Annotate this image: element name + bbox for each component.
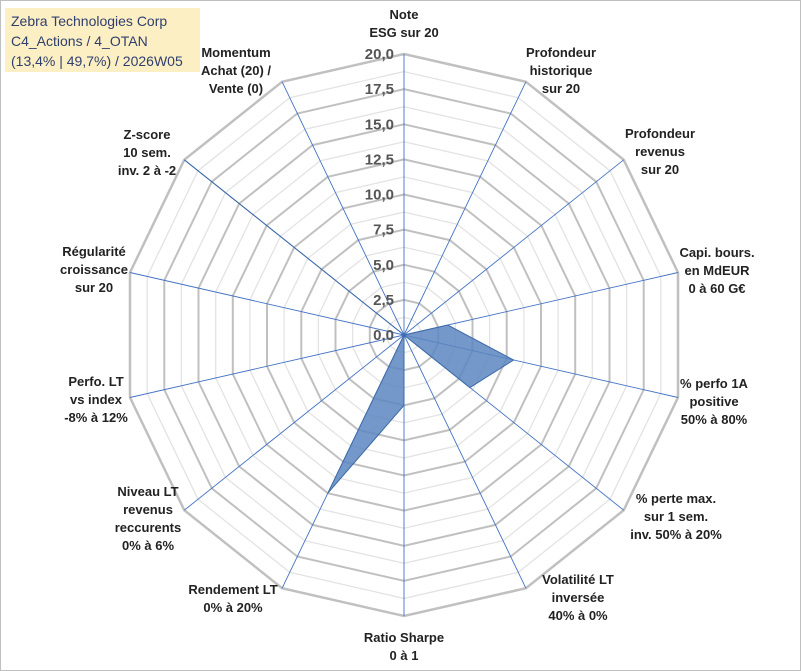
axis-label: Niveau LT revenus reccurents 0% à 6% <box>115 484 181 553</box>
tick-label: 10,0 <box>365 187 394 204</box>
axis-spoke <box>129 272 405 336</box>
axis-label: Momentum Achat (20) / Vente (0) <box>201 45 271 96</box>
axis-spoke <box>184 334 405 511</box>
axis-label: Capi. bours. en MdEUR 0 à 60 G€ <box>679 245 754 296</box>
radar-series <box>183 159 515 494</box>
tick-label: 17,5 <box>365 81 394 98</box>
axis-label: Note ESG sur 20 <box>369 7 438 40</box>
axis-label: Perfo. LT vs index -8% à 12% <box>64 374 128 425</box>
axis-labels: Note ESG sur 20 Profondeur historique sur 20… <box>60 7 755 663</box>
axis-spoke <box>403 159 624 336</box>
title-line-company: Zebra Technologies Corp <box>11 13 168 29</box>
axis-spoke <box>403 272 679 336</box>
series-area <box>183 159 515 494</box>
tick-label: 7,5 <box>373 222 394 239</box>
tick-label: 12,5 <box>365 151 394 168</box>
axis-label: Z-score 10 sem. inv. 2 à -2 <box>118 127 176 178</box>
axis-label: Ratio Sharpe 0 à 1 <box>364 630 444 663</box>
axis-label: % perfo 1A positive 50% à 80% <box>680 376 749 427</box>
axis-spoke <box>281 81 405 336</box>
axis-label: % perte max. sur 1 sem. inv. 50% à 20% <box>630 491 722 542</box>
axis-spoke <box>129 334 405 398</box>
title-line-stats: (13,4% | 49,7%) / 2026W05 <box>11 53 183 69</box>
axis-label: Profondeur revenus sur 20 <box>625 126 695 177</box>
tick-label: 20,0 <box>365 46 394 63</box>
axis-label: Rendement LT 0% à 20% <box>188 582 277 615</box>
title-line-category: C4_Actions / 4_OTAN <box>11 33 148 49</box>
axis-label: Profondeur historique sur 20 <box>526 45 596 96</box>
tick-label: 5,0 <box>373 257 394 274</box>
chart-title-box: Zebra Technologies Corp C4_Actions / 4_O… <box>5 8 200 72</box>
radial-tick-labels: 0,0 2,5 5,0 7,5 10,0 12,5 15,0 17,5 20,0 <box>365 46 394 344</box>
axis-label: Volatilité LT inversée 40% à 0% <box>542 572 614 623</box>
tick-label: 0,0 <box>373 327 394 344</box>
axis-spoke <box>403 81 527 336</box>
axis-spoke <box>403 334 527 589</box>
tick-label: 2,5 <box>373 292 394 309</box>
axis-label: Régularité croissance sur 20 <box>60 244 128 295</box>
tick-label: 15,0 <box>365 116 394 133</box>
